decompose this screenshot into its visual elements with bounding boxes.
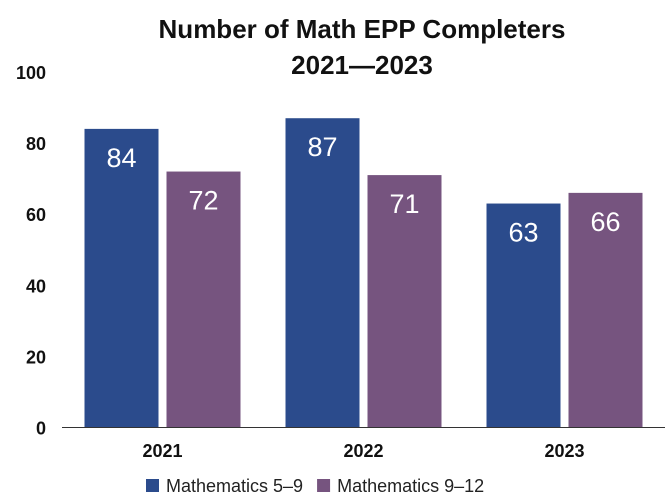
legend-swatch — [317, 479, 331, 492]
legend-swatch — [146, 479, 159, 492]
bar-2023-series-1 — [486, 203, 561, 428]
data-label: 87 — [307, 132, 337, 162]
x-tick-label: 2021 — [142, 441, 182, 461]
y-tick-label: 80 — [26, 134, 46, 154]
data-label: 71 — [389, 189, 419, 219]
legend-label: Mathematics 5–9 — [166, 476, 303, 496]
bar-2022-series-2 — [367, 175, 442, 428]
bar-2021-series-2 — [166, 171, 241, 428]
bar-2023-series-2 — [568, 192, 643, 428]
bar-2022-series-1 — [285, 118, 360, 428]
data-label: 66 — [590, 207, 620, 237]
y-tick-label: 0 — [36, 419, 46, 439]
chart-title: Number of Math EPP Completers — [159, 14, 566, 44]
bars-group — [84, 118, 643, 428]
y-tick-label: 20 — [26, 347, 46, 367]
chart-subtitle: 2021—2023 — [291, 50, 433, 80]
x-axis-ticks: 2021 2022 2023 — [142, 441, 584, 461]
y-tick-label: 40 — [26, 276, 46, 296]
legend-label: Mathematics 9–12 — [337, 476, 484, 496]
y-tick-label: 60 — [26, 205, 46, 225]
data-label: 84 — [106, 143, 136, 173]
y-tick-label: 100 — [16, 63, 46, 83]
bar-2021-series-1 — [84, 128, 159, 428]
data-label: 63 — [508, 218, 538, 248]
x-tick-label: 2023 — [544, 441, 584, 461]
x-tick-label: 2022 — [343, 441, 383, 461]
y-axis-ticks: 0 20 40 60 80 100 — [16, 63, 46, 439]
data-labels-group: 84 72 87 71 63 66 — [106, 132, 620, 247]
data-label: 72 — [188, 186, 218, 216]
legend: Mathematics 5–9 Mathematics 9–12 — [146, 476, 484, 496]
